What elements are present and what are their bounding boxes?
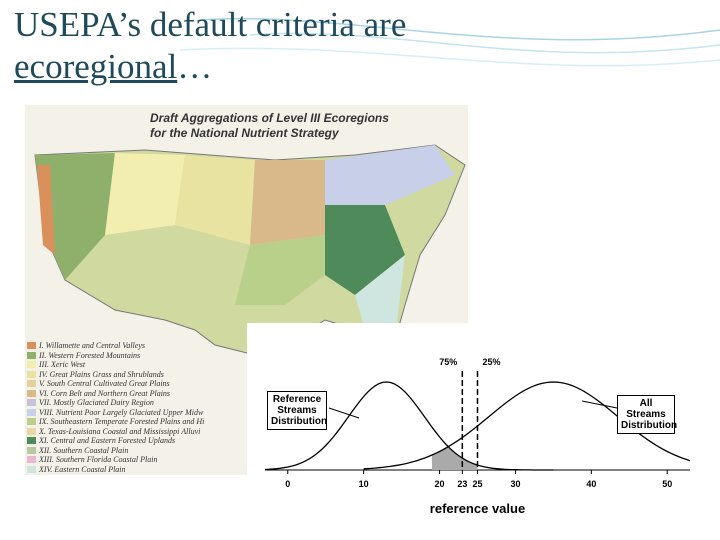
percentile-label: 25% [483,357,501,367]
x-tick-label: 50 [662,479,672,489]
legend-item: XIII. Southern Florida Coastal Plain [27,455,204,465]
legend-item: V. South Central Cultivated Great Plains [27,379,204,389]
legend-swatch [27,446,36,454]
x-tick-label: 0 [285,479,290,489]
legend-item: VIII. Nutrient Poor Largely Glaciated Up… [27,408,204,418]
legend-label: I. Willamette and Central Valleys [39,341,145,351]
legend-item: VII. Mostly Glaciated Dairy Region [27,398,204,408]
series-label: Reference Streams Distribution [267,391,327,430]
header-waves [179,17,720,67]
title-line: USEPA’s default criteria are [14,5,407,44]
legend-swatch [27,427,36,435]
title-link[interactable]: ecoregional [14,47,178,86]
ecoregion-map: Draft Aggregations of Level III Ecoregio… [25,105,468,475]
percentile-label: 75% [439,357,457,367]
x-axis-label: reference value [430,501,525,516]
legend-item: XII. Southern Coastal Plain [27,446,204,456]
x-tick-label: 10 [359,479,369,489]
x-tick-label: 25 [472,479,482,489]
legend-label: XII. Southern Coastal Plain [39,445,129,455]
legend-swatch [27,342,36,350]
legend-swatch [27,399,36,407]
series-label: All Streams Distribution [617,395,677,434]
legend-swatch [27,370,36,378]
legend-label: XIV. Eastern Coastal Plain [39,464,126,474]
map-legend: I. Willamette and Central Valleys II. Wes… [27,341,204,474]
legend-item: IV. Great Plains Grass and Shrublands [27,370,204,380]
legend-label: VII. Mostly Glaciated Dairy Region [39,398,154,408]
title-ellipsis: … [177,47,213,86]
legend-swatch [27,380,36,388]
legend-item: X. Texas-Louisiana Coastal and Mississip… [27,427,204,437]
legend-swatch [27,456,36,464]
map-title: for the National Nutrient Strategy [150,126,340,140]
x-tick-label: 40 [586,479,596,489]
x-tick-label: 20 [435,479,445,489]
label-pointer [581,400,618,409]
legend-label: IV. Great Plains Grass and Shrublands [39,369,164,379]
legend-swatch [27,437,36,445]
legend-swatch [27,418,36,426]
legend-label: IX. Southeastern Temperate Forested Plai… [39,417,205,427]
chart-svg: 0 10 20 23 25 30 40 50 reference value 75% 25% [264,357,691,516]
map-drawing: Draft Aggregations of Level III Ecoregio… [34,111,466,356]
legend-label: VI. Corn Belt and Northern Great Plains [39,388,171,398]
chart: 0 10 20 23 25 30 40 50 reference value 75% 25% Ref… [247,323,697,518]
shaded-area [431,447,478,470]
slide-title: USEPA’s default criteria are ecoregional… [14,4,406,88]
legend-label: XIII. Southern Florida Coastal Plain [39,455,158,465]
legend-label: XI. Central and Eastern Forested Uplands [39,436,176,446]
legend-label: X. Texas-Louisiana Coastal and Mississip… [39,426,201,436]
legend-swatch [27,351,36,359]
x-tick-label: 23 [457,479,467,489]
legend-label: III. Xeric West [39,360,86,370]
legend-item: VI. Corn Belt and Northern Great Plains [27,389,204,399]
legend-swatch [27,465,36,473]
legend-label: VIII. Nutrient Poor Largely Glaciated Up… [39,407,204,417]
legend-swatch [27,408,36,416]
legend-swatch [27,389,36,397]
legend-item: XI. Central and Eastern Forested Uplands [27,436,204,446]
reference-curve [264,381,554,471]
legend-item: II. Western Forested Mountains [27,351,204,361]
legend-item: I. Willamette and Central Valleys [27,341,204,351]
legend-item: IX. Southeastern Temperate Forested Plai… [27,417,204,427]
legend-item: XIV. Eastern Coastal Plain [27,465,204,475]
map-title: Draft Aggregations of Level III Ecoregio… [150,111,389,125]
x-tick-label: 30 [510,479,520,489]
legend-label: V. South Central Cultivated Great Plains [39,379,170,389]
legend-label: II. Western Forested Mountains [39,350,141,360]
legend-swatch [27,361,36,369]
legend-item: III. Xeric West [27,360,204,370]
label-pointer [328,407,360,419]
